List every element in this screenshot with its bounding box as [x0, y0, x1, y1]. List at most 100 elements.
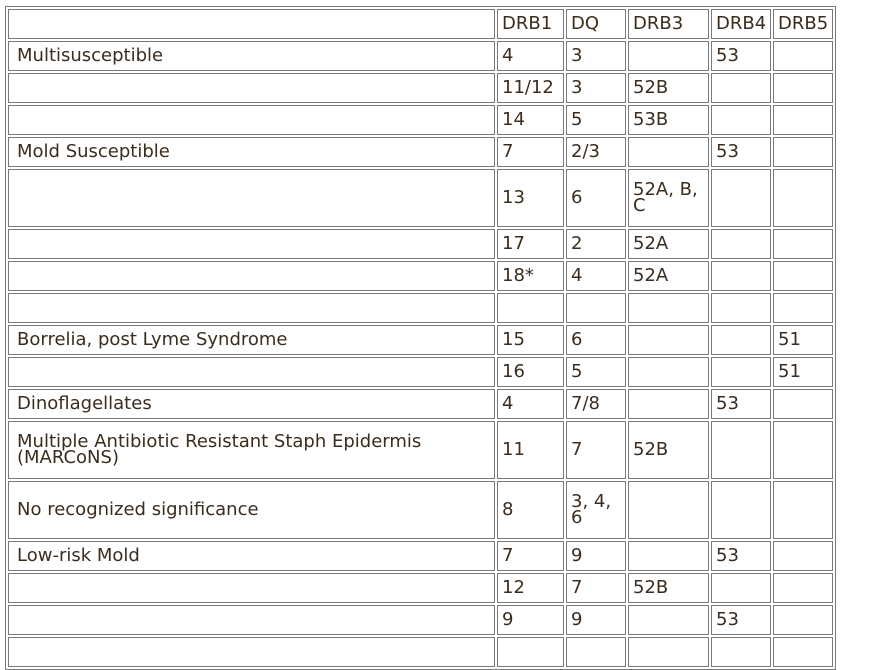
cell-drb1: 7 [497, 137, 564, 167]
cell-condition [8, 169, 495, 227]
cell-drb4 [711, 73, 771, 103]
cell-dq [566, 637, 626, 667]
cell-drb5 [773, 481, 833, 539]
cell-dq: 6 [566, 325, 626, 355]
cell-drb3 [628, 137, 709, 167]
cell-drb3 [628, 481, 709, 539]
cell-dq: 7 [566, 421, 626, 479]
cell-drb3 [628, 605, 709, 635]
cell-drb1 [497, 293, 564, 323]
cell-drb5 [773, 389, 833, 419]
header-cell-drb4: DRB4 [711, 9, 771, 39]
cell-drb4: 53 [711, 41, 771, 71]
cell-drb4 [711, 261, 771, 291]
cell-dq: 5 [566, 357, 626, 387]
header-row: DRB1 DQ DRB3 DRB4 DRB5 [8, 9, 833, 39]
cell-drb5 [773, 293, 833, 323]
cell-condition: Borrelia, post Lyme Syndrome [8, 325, 495, 355]
cell-drb5 [773, 605, 833, 635]
cell-drb5 [773, 261, 833, 291]
cell-drb5: 51 [773, 357, 833, 387]
cell-drb4 [711, 325, 771, 355]
cell-condition [8, 637, 495, 667]
cell-dq: 6 [566, 169, 626, 227]
cell-drb3 [628, 389, 709, 419]
cell-drb3: 52A [628, 261, 709, 291]
table-row: 12 7 52B [8, 573, 833, 603]
cell-drb5 [773, 137, 833, 167]
cell-drb4 [711, 481, 771, 539]
cell-drb3 [628, 357, 709, 387]
cell-drb1: 14 [497, 105, 564, 135]
cell-drb5: 51 [773, 325, 833, 355]
cell-drb4: 53 [711, 605, 771, 635]
cell-drb1: 11/12 [497, 73, 564, 103]
cell-condition: Dinoflagellates [8, 389, 495, 419]
cell-condition: No recognized significance [8, 481, 495, 539]
table-row: Mold Susceptible 7 2/3 53 [8, 137, 833, 167]
cell-drb3: 52A [628, 229, 709, 259]
hla-table: DRB1 DQ DRB3 DRB4 DRB5 Multisusceptible 4 3 53 11… [5, 6, 836, 670]
cell-drb3 [628, 637, 709, 667]
cell-dq: 3, 4, 6 [566, 481, 626, 539]
table-row: No recognized significance 8 3, 4, 6 [8, 481, 833, 539]
cell-condition: Multiple Antibiotic Resistant Staph Epid… [8, 421, 495, 479]
cell-drb4 [711, 105, 771, 135]
cell-drb4 [711, 421, 771, 479]
cell-condition: Multisusceptible [8, 41, 495, 71]
cell-drb1: 17 [497, 229, 564, 259]
cell-drb4 [711, 573, 771, 603]
cell-condition: Low-risk Mold [8, 541, 495, 571]
cell-dq: 9 [566, 605, 626, 635]
cell-dq [566, 293, 626, 323]
cell-drb1: 4 [497, 41, 564, 71]
cell-dq: 4 [566, 261, 626, 291]
cell-dq: 7 [566, 573, 626, 603]
cell-condition [8, 261, 495, 291]
cell-dq: 9 [566, 541, 626, 571]
header-cell-drb3: DRB3 [628, 9, 709, 39]
cell-drb3: 52B [628, 421, 709, 479]
cell-drb1 [497, 637, 564, 667]
header-cell-drb1: DRB1 [497, 9, 564, 39]
cell-drb4 [711, 637, 771, 667]
cell-drb4: 53 [711, 137, 771, 167]
table-row: Multisusceptible 4 3 53 [8, 41, 833, 71]
table-row: 13 6 52A, B, C [8, 169, 833, 227]
cell-drb5 [773, 169, 833, 227]
cell-drb3: 52B [628, 73, 709, 103]
cell-drb1: 4 [497, 389, 564, 419]
table-row: Low-risk Mold 7 9 53 [8, 541, 833, 571]
cell-condition [8, 229, 495, 259]
cell-drb4 [711, 229, 771, 259]
cell-dq: 5 [566, 105, 626, 135]
table-row: 14 5 53B [8, 105, 833, 135]
cell-drb3: 52A, B, C [628, 169, 709, 227]
table-row: 9 9 53 [8, 605, 833, 635]
table-row: 16 5 51 [8, 357, 833, 387]
cell-condition [8, 73, 495, 103]
cell-dq: 3 [566, 41, 626, 71]
table-row [8, 293, 833, 323]
table-row: Dinoflagellates 4 7/8 53 [8, 389, 833, 419]
cell-drb3 [628, 325, 709, 355]
cell-drb4 [711, 169, 771, 227]
cell-drb5 [773, 73, 833, 103]
cell-dq: 7/8 [566, 389, 626, 419]
cell-condition [8, 605, 495, 635]
cell-drb4: 53 [711, 541, 771, 571]
cell-drb1: 13 [497, 169, 564, 227]
cell-drb3 [628, 541, 709, 571]
cell-drb1: 7 [497, 541, 564, 571]
table-row [8, 637, 833, 667]
cell-dq: 2/3 [566, 137, 626, 167]
cell-condition [8, 357, 495, 387]
table-row: 11/12 3 52B [8, 73, 833, 103]
cell-condition [8, 293, 495, 323]
header-cell-drb5: DRB5 [773, 9, 833, 39]
cell-drb1: 8 [497, 481, 564, 539]
cell-drb3 [628, 293, 709, 323]
cell-dq: 2 [566, 229, 626, 259]
cell-condition [8, 105, 495, 135]
cell-drb1: 9 [497, 605, 564, 635]
